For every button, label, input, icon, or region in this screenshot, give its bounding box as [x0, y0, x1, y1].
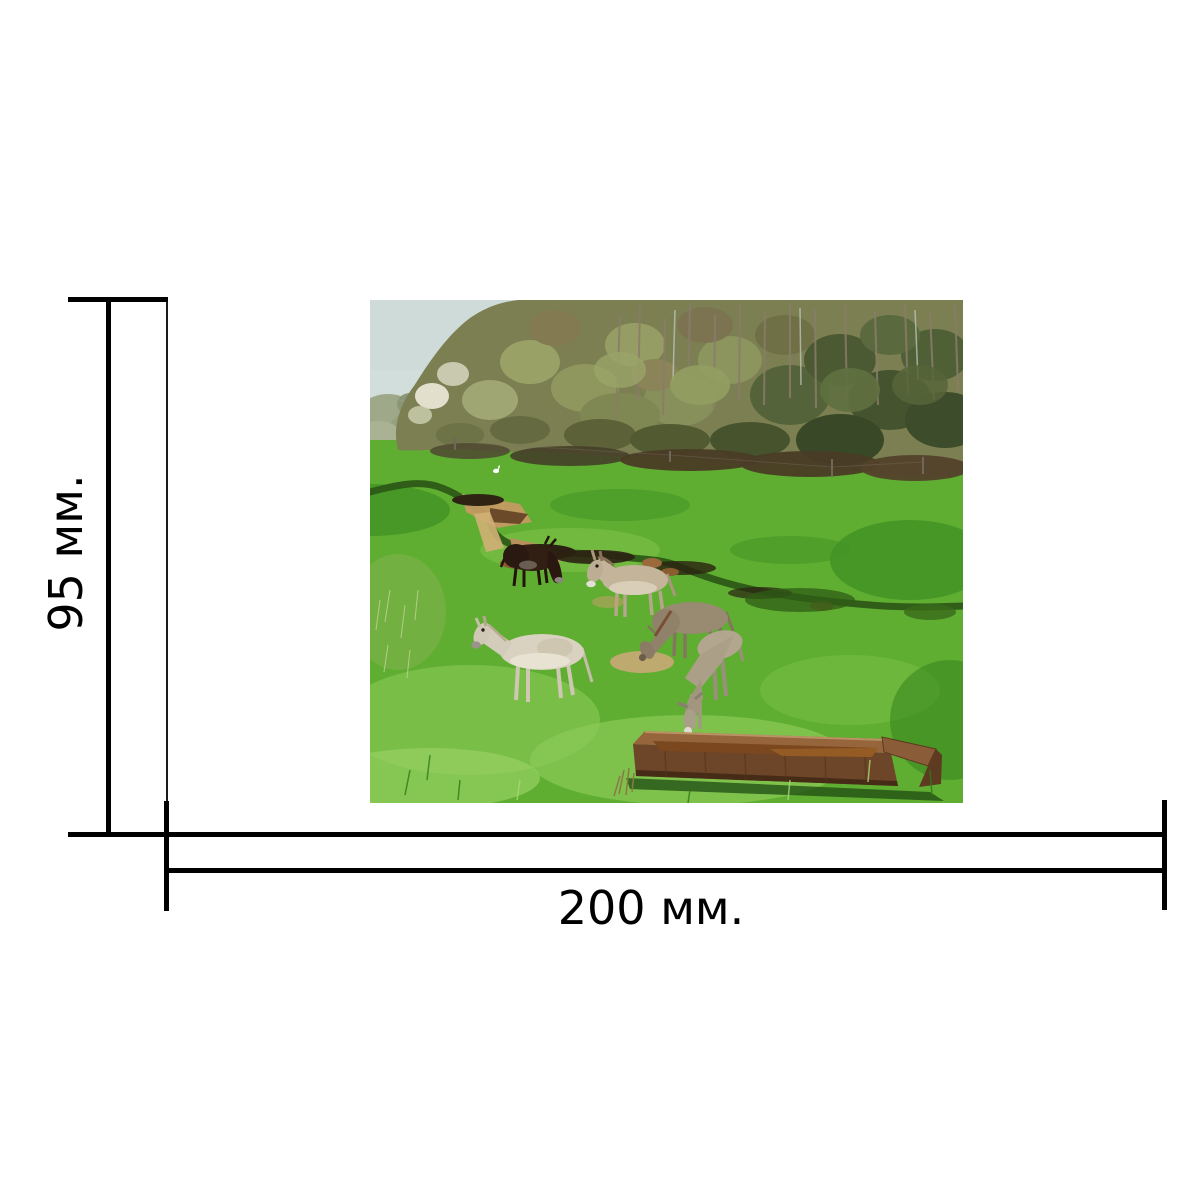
bare-dirt-patch — [610, 651, 674, 673]
water-trough — [613, 731, 944, 801]
width-dim-right-tick — [1162, 800, 1167, 910]
width-dimension-label: 200 мм. — [557, 881, 745, 935]
donkey-tan-standing — [586, 549, 677, 617]
dry-weeds — [613, 767, 635, 797]
forest — [395, 300, 963, 481]
height-extension-line — [166, 302, 168, 802]
underbrush — [430, 443, 963, 481]
white-bird — [493, 465, 501, 476]
height-dim-bottom-tick — [68, 832, 1167, 837]
photo-illustration — [370, 300, 963, 803]
height-dim-top-tick — [68, 297, 168, 302]
pasture-photo — [370, 300, 963, 803]
donkey-dark-brown — [499, 535, 564, 587]
donkey-grey-drinking — [677, 630, 745, 735]
height-dim-line — [106, 297, 111, 837]
width-dim-left-tick — [164, 801, 169, 911]
width-dim-line — [166, 868, 1167, 873]
height-dimension-label: 95 мм. — [39, 474, 93, 632]
fence-posts — [454, 438, 924, 477]
grass-blades — [375, 589, 933, 803]
donkey-cream-standing — [471, 615, 594, 702]
